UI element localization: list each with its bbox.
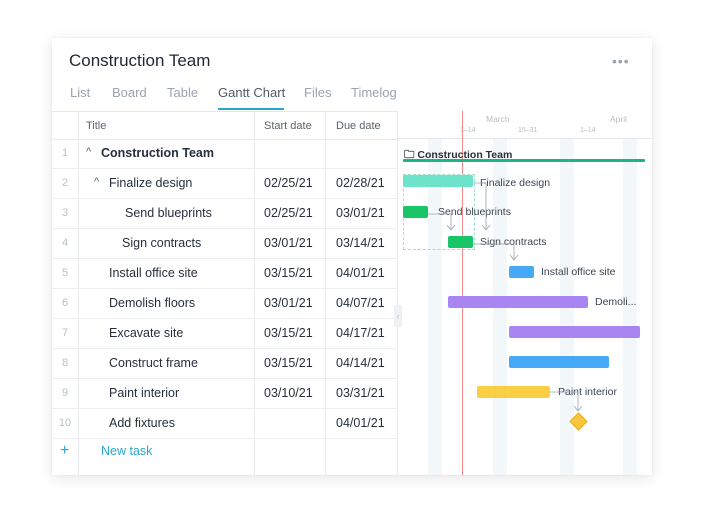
project-summary-bar[interactable] (403, 159, 645, 162)
task-title[interactable]: Sign contracts (122, 236, 202, 250)
task-title[interactable]: Add fixtures (109, 416, 176, 430)
gantt-bar-sign-contracts[interactable] (448, 236, 473, 248)
due-date[interactable]: 04/07/21 (336, 296, 385, 310)
weekend-shading (623, 138, 637, 475)
table-row[interactable]: 7 Excavate site 03/15/21 04/17/21 (52, 318, 397, 349)
task-title[interactable]: Demolish floors (109, 296, 196, 310)
task-title[interactable]: Paint interior (109, 386, 180, 400)
new-task-button[interactable]: New task (101, 444, 153, 458)
table-row[interactable]: 2 ^ Finalize design 02/25/21 02/28/21 (52, 168, 397, 199)
row-number: 5 (61, 267, 69, 279)
task-title[interactable]: Send blueprints (125, 206, 212, 220)
column-due-date[interactable]: Due date (336, 120, 381, 132)
row-number: 2 (61, 177, 69, 189)
gantt-bar-label: Paint interior (558, 386, 617, 398)
tab-list[interactable]: List (70, 85, 91, 100)
gantt-bar-label: Send blueprints (438, 206, 511, 218)
divider (78, 111, 79, 475)
tab-files[interactable]: Files (304, 85, 332, 100)
column-title[interactable]: Title (86, 120, 107, 132)
timeline-header: March April 1–14 15–31 1–14 (398, 111, 652, 139)
task-title[interactable]: Excavate site (109, 326, 184, 340)
month-label: March (486, 114, 510, 124)
start-date[interactable]: 03/15/21 (264, 356, 313, 370)
task-title[interactable]: Install office site (109, 266, 198, 280)
gantt-bar-label: Install office site (541, 266, 616, 278)
active-tab-indicator (218, 108, 284, 110)
project-label: Construction Team (417, 149, 513, 161)
gantt-bar-label: Demoli... (595, 296, 637, 308)
table-row[interactable]: 6 Demolish floors 03/01/21 04/07/21 (52, 288, 397, 319)
start-date[interactable]: 03/01/21 (264, 296, 313, 310)
row-number: 6 (61, 297, 69, 309)
due-date[interactable]: 03/01/21 (336, 206, 385, 220)
gantt-bar-demolish-floors[interactable] (448, 296, 588, 308)
due-date[interactable]: 04/14/21 (336, 356, 385, 370)
more-options-icon[interactable]: ••• (612, 53, 630, 69)
week-range: 1–14 (580, 127, 596, 134)
row-number: 7 (61, 327, 69, 339)
due-date[interactable]: 03/31/21 (336, 386, 385, 400)
table-row[interactable]: 1 ^ Construction Team (52, 138, 397, 169)
tab-table[interactable]: Table (167, 85, 199, 100)
row-number: 10 (58, 417, 72, 429)
due-date[interactable]: 04/01/21 (336, 416, 385, 430)
gantt-bar-label: Sign contracts (480, 236, 547, 248)
row-number: 1 (61, 147, 69, 159)
start-date[interactable]: 02/25/21 (264, 206, 313, 220)
due-date[interactable]: 02/28/21 (336, 176, 385, 190)
gantt-bar-send-blueprints[interactable] (403, 206, 428, 218)
start-date[interactable]: 03/15/21 (264, 326, 313, 340)
column-start-date[interactable]: Start date (264, 120, 312, 132)
table-row[interactable]: 4 Sign contracts 03/01/21 03/14/21 (52, 228, 397, 259)
task-title[interactable]: Finalize design (109, 176, 193, 190)
divider (325, 111, 326, 475)
gantt-bar-label: Finalize design (480, 177, 551, 189)
gantt-bar-construct-frame[interactable] (509, 356, 609, 368)
pane-resize-handle[interactable]: ‹ (394, 305, 402, 327)
row-number: 8 (61, 357, 69, 369)
task-title[interactable]: Construction Team (101, 146, 214, 160)
gantt-bar-finalize-design[interactable] (403, 175, 473, 187)
week-range: 15–31 (518, 127, 538, 134)
start-date[interactable]: 03/01/21 (264, 236, 313, 250)
month-label: April (610, 114, 628, 124)
table-row[interactable]: 5 Install office site 03/15/21 04/01/21 (52, 258, 397, 289)
row-number: 9 (61, 387, 69, 399)
add-task-icon[interactable]: + (60, 442, 70, 459)
due-date[interactable]: 03/14/21 (336, 236, 385, 250)
chevron-up-icon[interactable]: ^ (94, 176, 100, 188)
tab-board[interactable]: Board (112, 85, 147, 100)
start-date[interactable]: 03/15/21 (264, 266, 313, 280)
due-date[interactable]: 04/01/21 (336, 266, 385, 280)
gantt-bar-excavate-site[interactable] (509, 326, 640, 338)
week-range: 1–14 (460, 127, 476, 134)
gantt-timeline[interactable]: March April 1–14 15–31 1–14 🗀 Constructi… (394, 111, 652, 475)
start-date[interactable]: 03/10/21 (264, 386, 313, 400)
row-number: 4 (61, 237, 69, 249)
table-row[interactable]: 9 Paint interior 03/10/21 03/31/21 (52, 378, 397, 409)
page-title: Construction Team (69, 51, 211, 70)
task-title[interactable]: Construct frame (109, 356, 198, 370)
grid-header: Title Start date Due date (52, 111, 397, 140)
today-marker (462, 111, 463, 475)
table-row[interactable]: 3 Send blueprints 02/25/21 03/01/21 (52, 198, 397, 229)
table-row[interactable]: 8 Construct frame 03/15/21 04/14/21 (52, 348, 397, 379)
start-date[interactable]: 02/25/21 (264, 176, 313, 190)
divider (254, 111, 255, 475)
gantt-bar-install-office-site[interactable] (509, 266, 534, 278)
due-date[interactable]: 04/17/21 (336, 326, 385, 340)
tab-timelog[interactable]: Timelog (351, 85, 397, 100)
row-number: 3 (61, 207, 69, 219)
gantt-bar-paint-interior[interactable] (477, 386, 550, 398)
table-row[interactable]: 10 Add fixtures 04/01/21 (52, 408, 397, 439)
chevron-up-icon[interactable]: ^ (86, 146, 92, 158)
project-panel: Construction Team ••• List Board Table G… (52, 38, 652, 475)
project-folder-label: 🗀 Construction Team (404, 149, 513, 161)
tab-gantt-chart[interactable]: Gantt Chart (218, 85, 286, 100)
